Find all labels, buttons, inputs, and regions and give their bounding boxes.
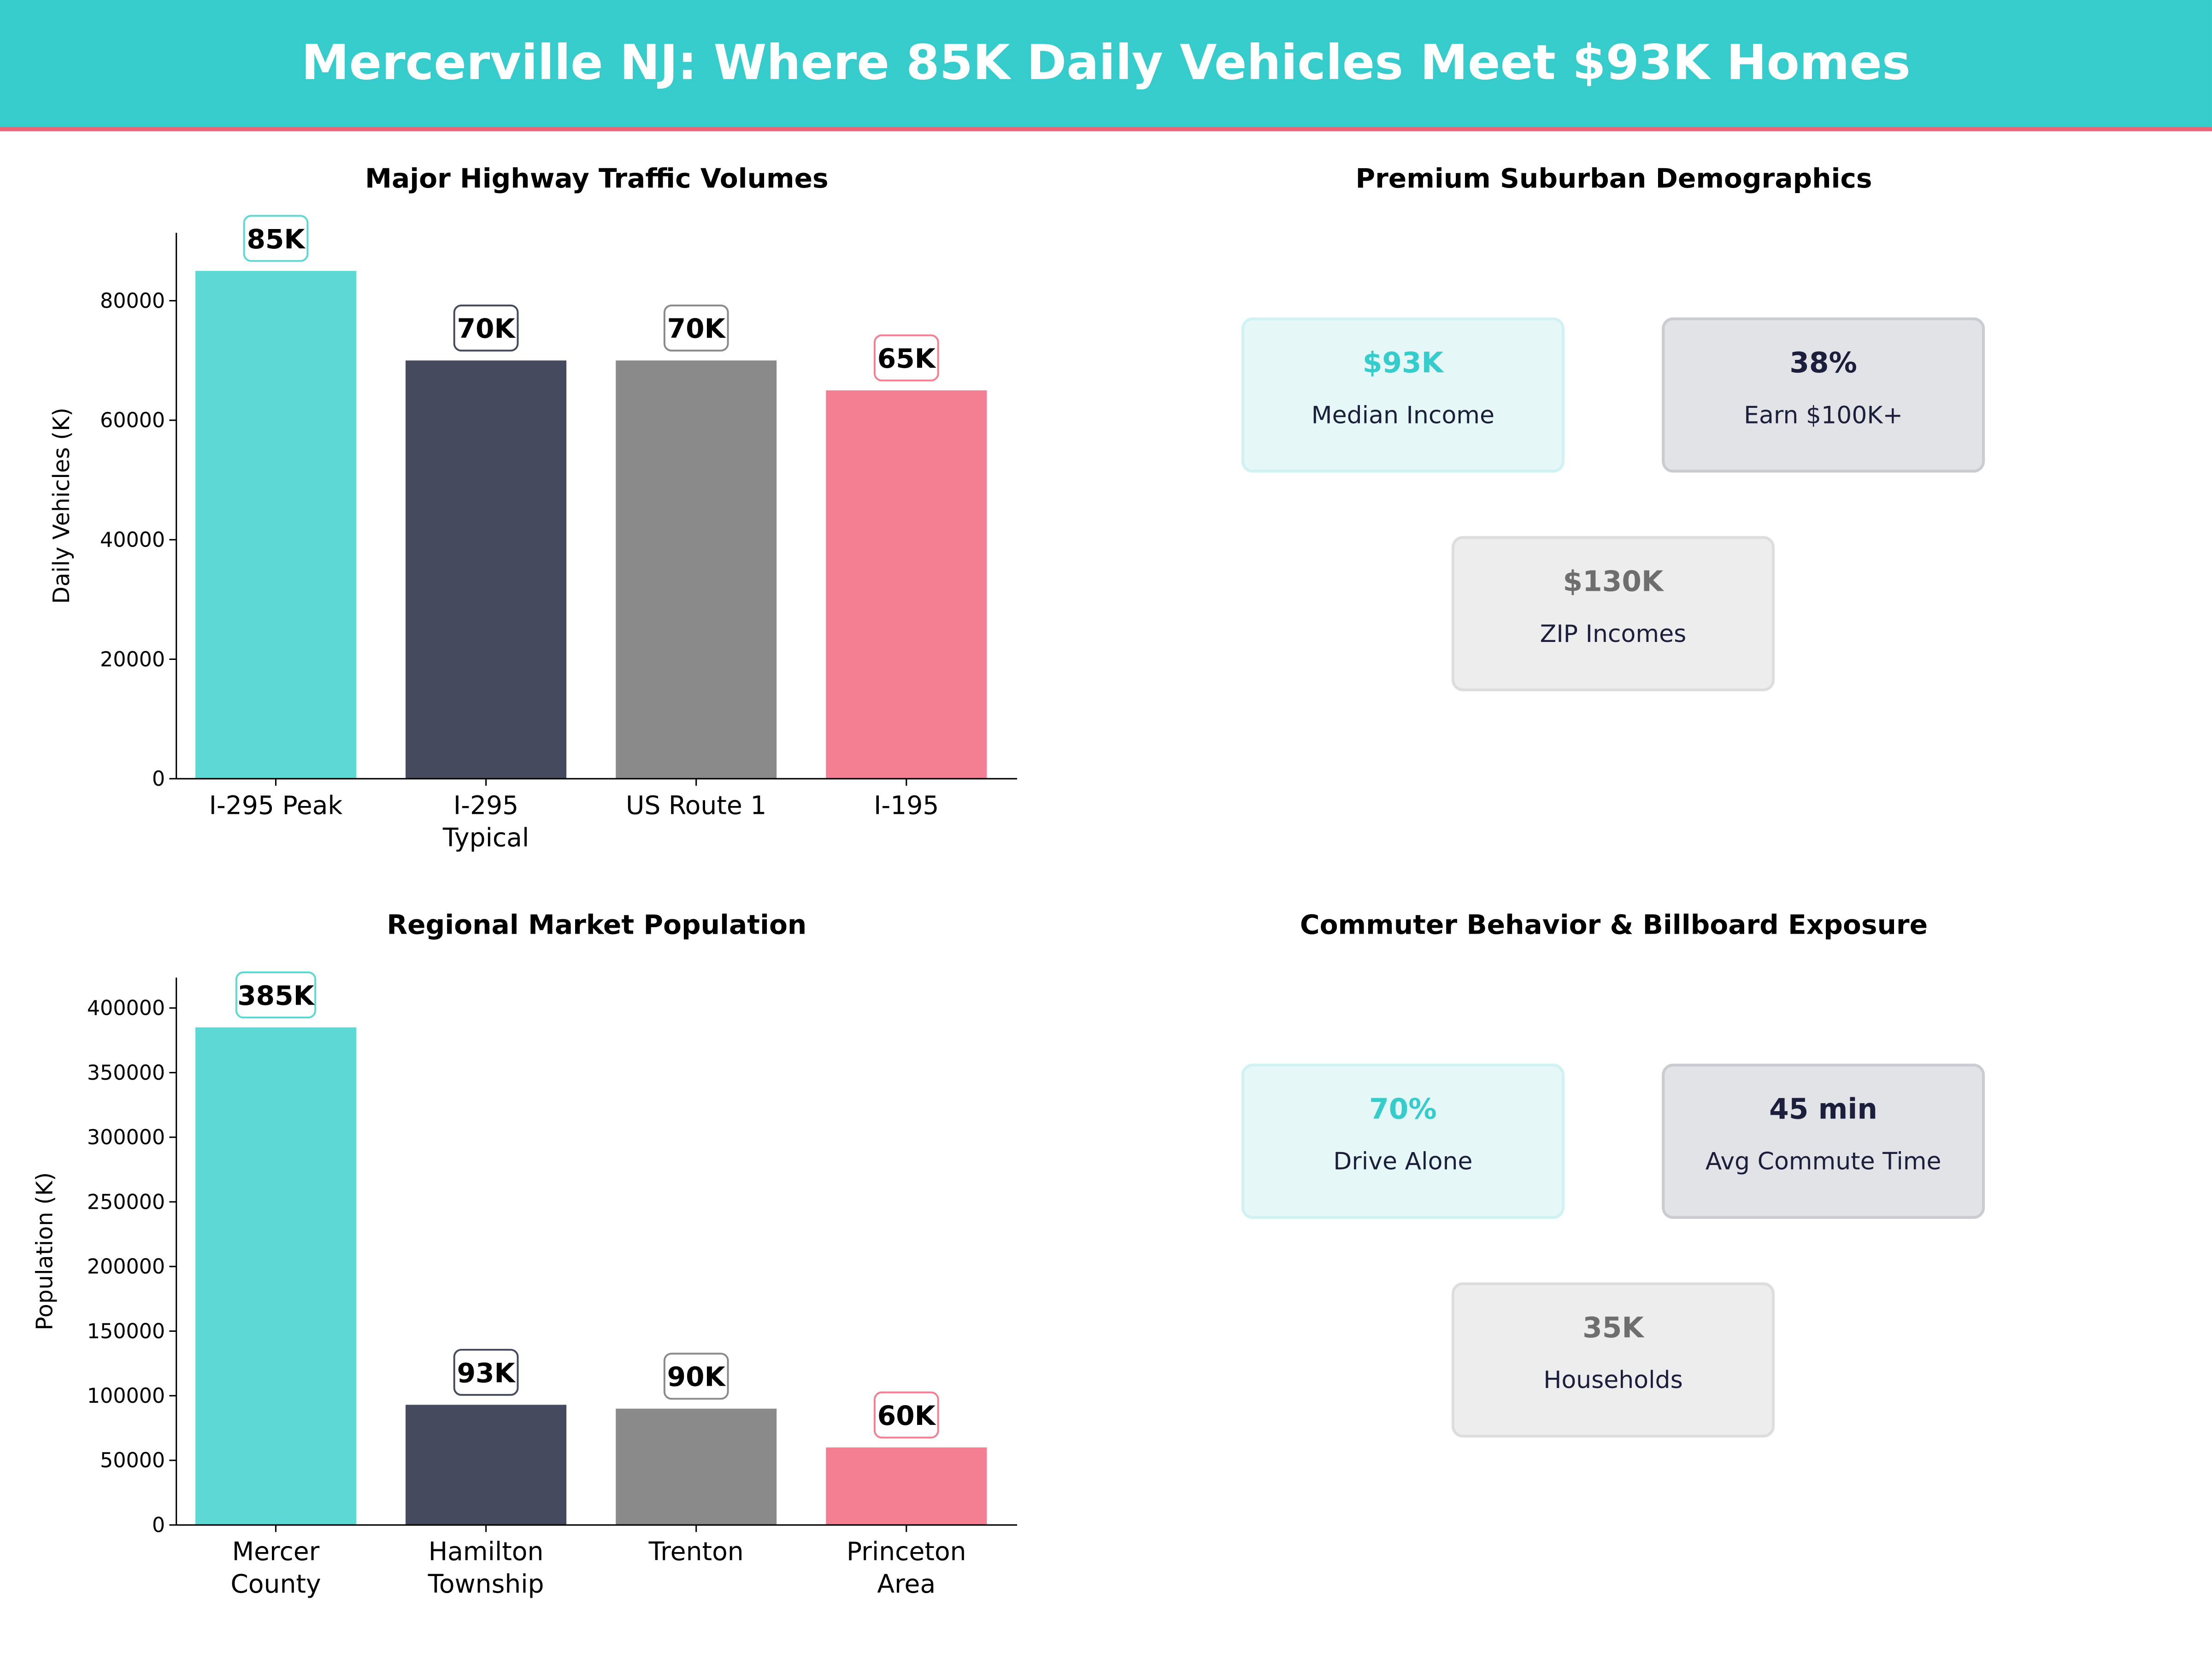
data-label: 65K: [877, 343, 936, 374]
x-tick-label: Princeton: [847, 1537, 966, 1566]
card-label: Median Income: [1311, 402, 1495, 430]
page-title: Mercerville NJ: Where 85K Daily Vehicles…: [301, 35, 1911, 92]
card-earn-100k: 38% Earn $100K+: [1662, 317, 1985, 473]
y-tick-label: 0: [152, 767, 165, 791]
data-label-box: [453, 304, 519, 352]
data-label-box: [873, 1391, 939, 1439]
data-label-box: [453, 1348, 519, 1396]
card-value: 70%: [1369, 1092, 1437, 1126]
card-median-income: $93K Median Income: [1241, 317, 1565, 473]
x-tick-label: Hamilton: [429, 1537, 544, 1566]
y-tick-label: 400000: [87, 997, 165, 1020]
card-value: 38%: [1789, 345, 1857, 380]
card-label: ZIP Incomes: [1540, 620, 1687, 649]
x-tick-label: I-195: [874, 790, 939, 820]
card-label: Drive Alone: [1333, 1148, 1473, 1177]
x-tick-label: Township: [428, 1569, 544, 1599]
y-tick-label: 40000: [100, 528, 165, 552]
x-tick-label: Typical: [442, 823, 529, 853]
card-drive-alone: 70% Drive Alone: [1241, 1064, 1565, 1219]
commuter-title: Commuter Behavior & Billboard Exposure: [1300, 910, 1928, 941]
card-value: 45 min: [1769, 1092, 1878, 1126]
y-tick-label: 350000: [87, 1061, 165, 1085]
x-tick-label: Area: [877, 1569, 935, 1599]
data-label: 93K: [457, 1357, 516, 1388]
data-label: 385K: [237, 980, 315, 1011]
bar: [826, 390, 987, 779]
data-label: 85K: [247, 224, 306, 255]
data-label: 60K: [877, 1400, 936, 1431]
bar: [406, 360, 567, 779]
card-households: 35K Households: [1451, 1282, 1775, 1438]
card-commute-time: 45 min Avg Commute Time: [1662, 1064, 1985, 1219]
card-label: Avg Commute Time: [1705, 1148, 1941, 1177]
bar: [406, 1405, 567, 1525]
card-label: Households: [1543, 1367, 1683, 1395]
data-label-box: [873, 334, 939, 382]
demographics-title: Premium Suburban Demographics: [1355, 164, 1872, 195]
traffic-chart-title: Major Highway Traffic Volumes: [365, 164, 829, 195]
x-tick-label: Mercer: [232, 1537, 320, 1566]
bar: [616, 360, 777, 779]
card-value: 35K: [1583, 1310, 1644, 1345]
y-tick-label: 50000: [100, 1449, 165, 1472]
data-label-box: [235, 971, 317, 1018]
bar: [195, 1027, 356, 1525]
population-chart-title: Regional Market Population: [387, 910, 807, 941]
header-banner: Mercerville NJ: Where 85K Daily Vehicles…: [0, 0, 2212, 131]
y-tick-label: 300000: [87, 1126, 165, 1149]
x-tick-label: I-295: [453, 790, 518, 820]
data-label: 90K: [667, 1361, 726, 1393]
y-tick-label: 80000: [100, 289, 165, 313]
y-tick-label: 0: [152, 1513, 165, 1537]
card-zip-incomes: $130K ZIP Incomes: [1451, 536, 1775, 691]
x-tick-label: I-295 Peak: [209, 790, 343, 820]
x-tick-label: County: [230, 1569, 321, 1599]
y-tick-label: 100000: [87, 1384, 165, 1408]
card-value: $130K: [1563, 564, 1664, 598]
data-label: 70K: [667, 313, 726, 344]
card-value: $93K: [1362, 345, 1443, 380]
x-tick-label: Trenton: [648, 1537, 744, 1566]
y-tick-label: 20000: [100, 648, 165, 671]
card-label: Earn $100K+: [1744, 402, 1903, 430]
bar: [616, 1408, 777, 1525]
y-axis-label: Daily Vehicles (K): [48, 407, 75, 604]
data-label-box: [243, 215, 309, 262]
y-tick-label: 60000: [100, 409, 165, 432]
y-tick-label: 200000: [87, 1255, 165, 1279]
bar: [195, 271, 356, 779]
data-label-box: [663, 304, 729, 352]
y-tick-label: 250000: [87, 1190, 165, 1214]
y-axis-label: Population (K): [31, 1172, 58, 1330]
y-tick-label: 150000: [87, 1320, 165, 1343]
bar: [826, 1447, 987, 1525]
data-label: 70K: [457, 313, 516, 344]
data-label-box: [663, 1353, 729, 1400]
x-tick-label: US Route 1: [626, 790, 766, 820]
